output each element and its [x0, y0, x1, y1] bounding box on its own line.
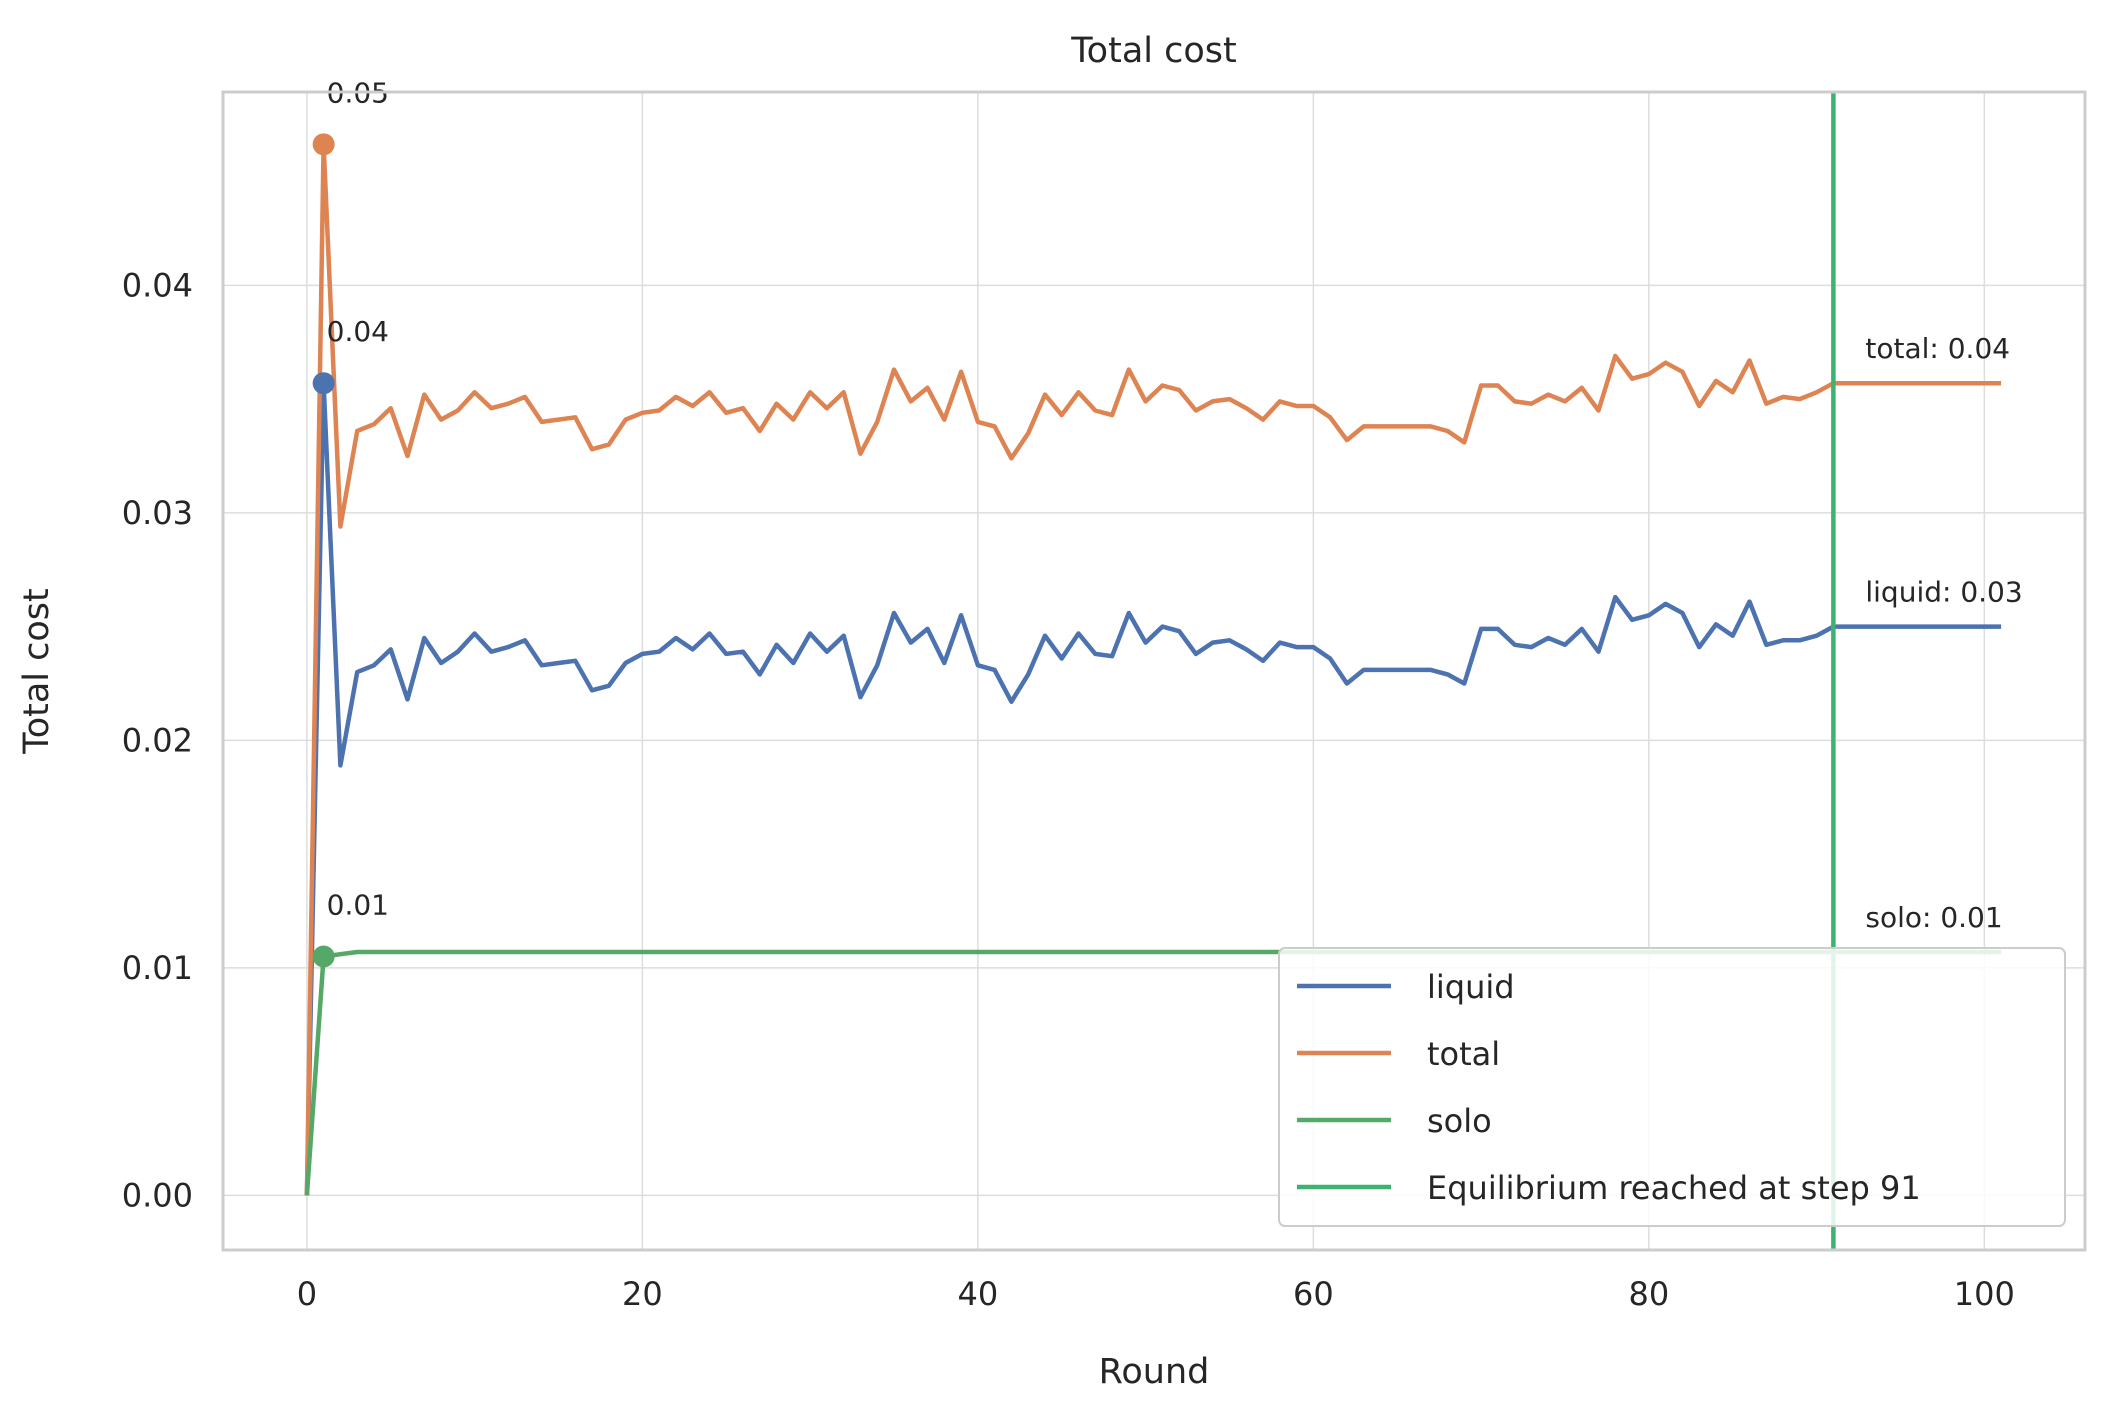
peak-marker — [312, 372, 335, 395]
x-tick-label: 80 — [1628, 1275, 1669, 1313]
grid — [223, 92, 2085, 1250]
end-label: liquid: 0.03 — [1865, 576, 2022, 609]
y-axis-ticks: 0.00 0.01 0.02 0.03 0.04 — [122, 266, 193, 1214]
y-tick-label: 0.00 — [122, 1176, 193, 1214]
y-axis-label: Total cost — [17, 588, 57, 754]
x-axis-label: Round — [1099, 1352, 1210, 1392]
x-tick-label: 40 — [958, 1275, 999, 1313]
y-tick-label: 0.02 — [122, 721, 193, 759]
y-tick-label: 0.01 — [122, 949, 193, 987]
series-line-total — [304, 142, 2002, 1196]
x-tick-label: 0 — [297, 1275, 317, 1313]
y-tick-label: 0.04 — [122, 266, 193, 304]
y-tick-label: 0.03 — [122, 494, 193, 532]
x-tick-label: 60 — [1293, 1275, 1334, 1313]
legend-label: liquid — [1427, 968, 1515, 1006]
plot-frame — [221, 90, 2087, 1252]
chart-title: Total cost — [1070, 31, 1236, 71]
legend-label: total — [1427, 1035, 1500, 1073]
end-label: solo: 0.01 — [1865, 901, 2002, 934]
marker-layer — [312, 133, 335, 968]
x-axis-ticks: 0 20 40 60 80 100 — [297, 1275, 2015, 1313]
legend-label: Equilibrium reached at step 91 — [1427, 1169, 1921, 1207]
peak-marker — [312, 945, 335, 968]
peak-marker — [312, 133, 335, 156]
peak-label: 0.01 — [327, 889, 389, 922]
x-tick-label: 100 — [1954, 1275, 2015, 1313]
x-tick-label: 20 — [622, 1275, 663, 1313]
series-line-liquid — [304, 380, 2002, 1196]
end-label: total: 0.04 — [1865, 332, 2010, 365]
legend-label: solo — [1427, 1102, 1492, 1140]
legend-box — [1278, 947, 2066, 1227]
legend: liquid total solo Equilibrium reached at st… — [1278, 947, 2066, 1227]
peak-label: 0.04 — [327, 315, 389, 348]
